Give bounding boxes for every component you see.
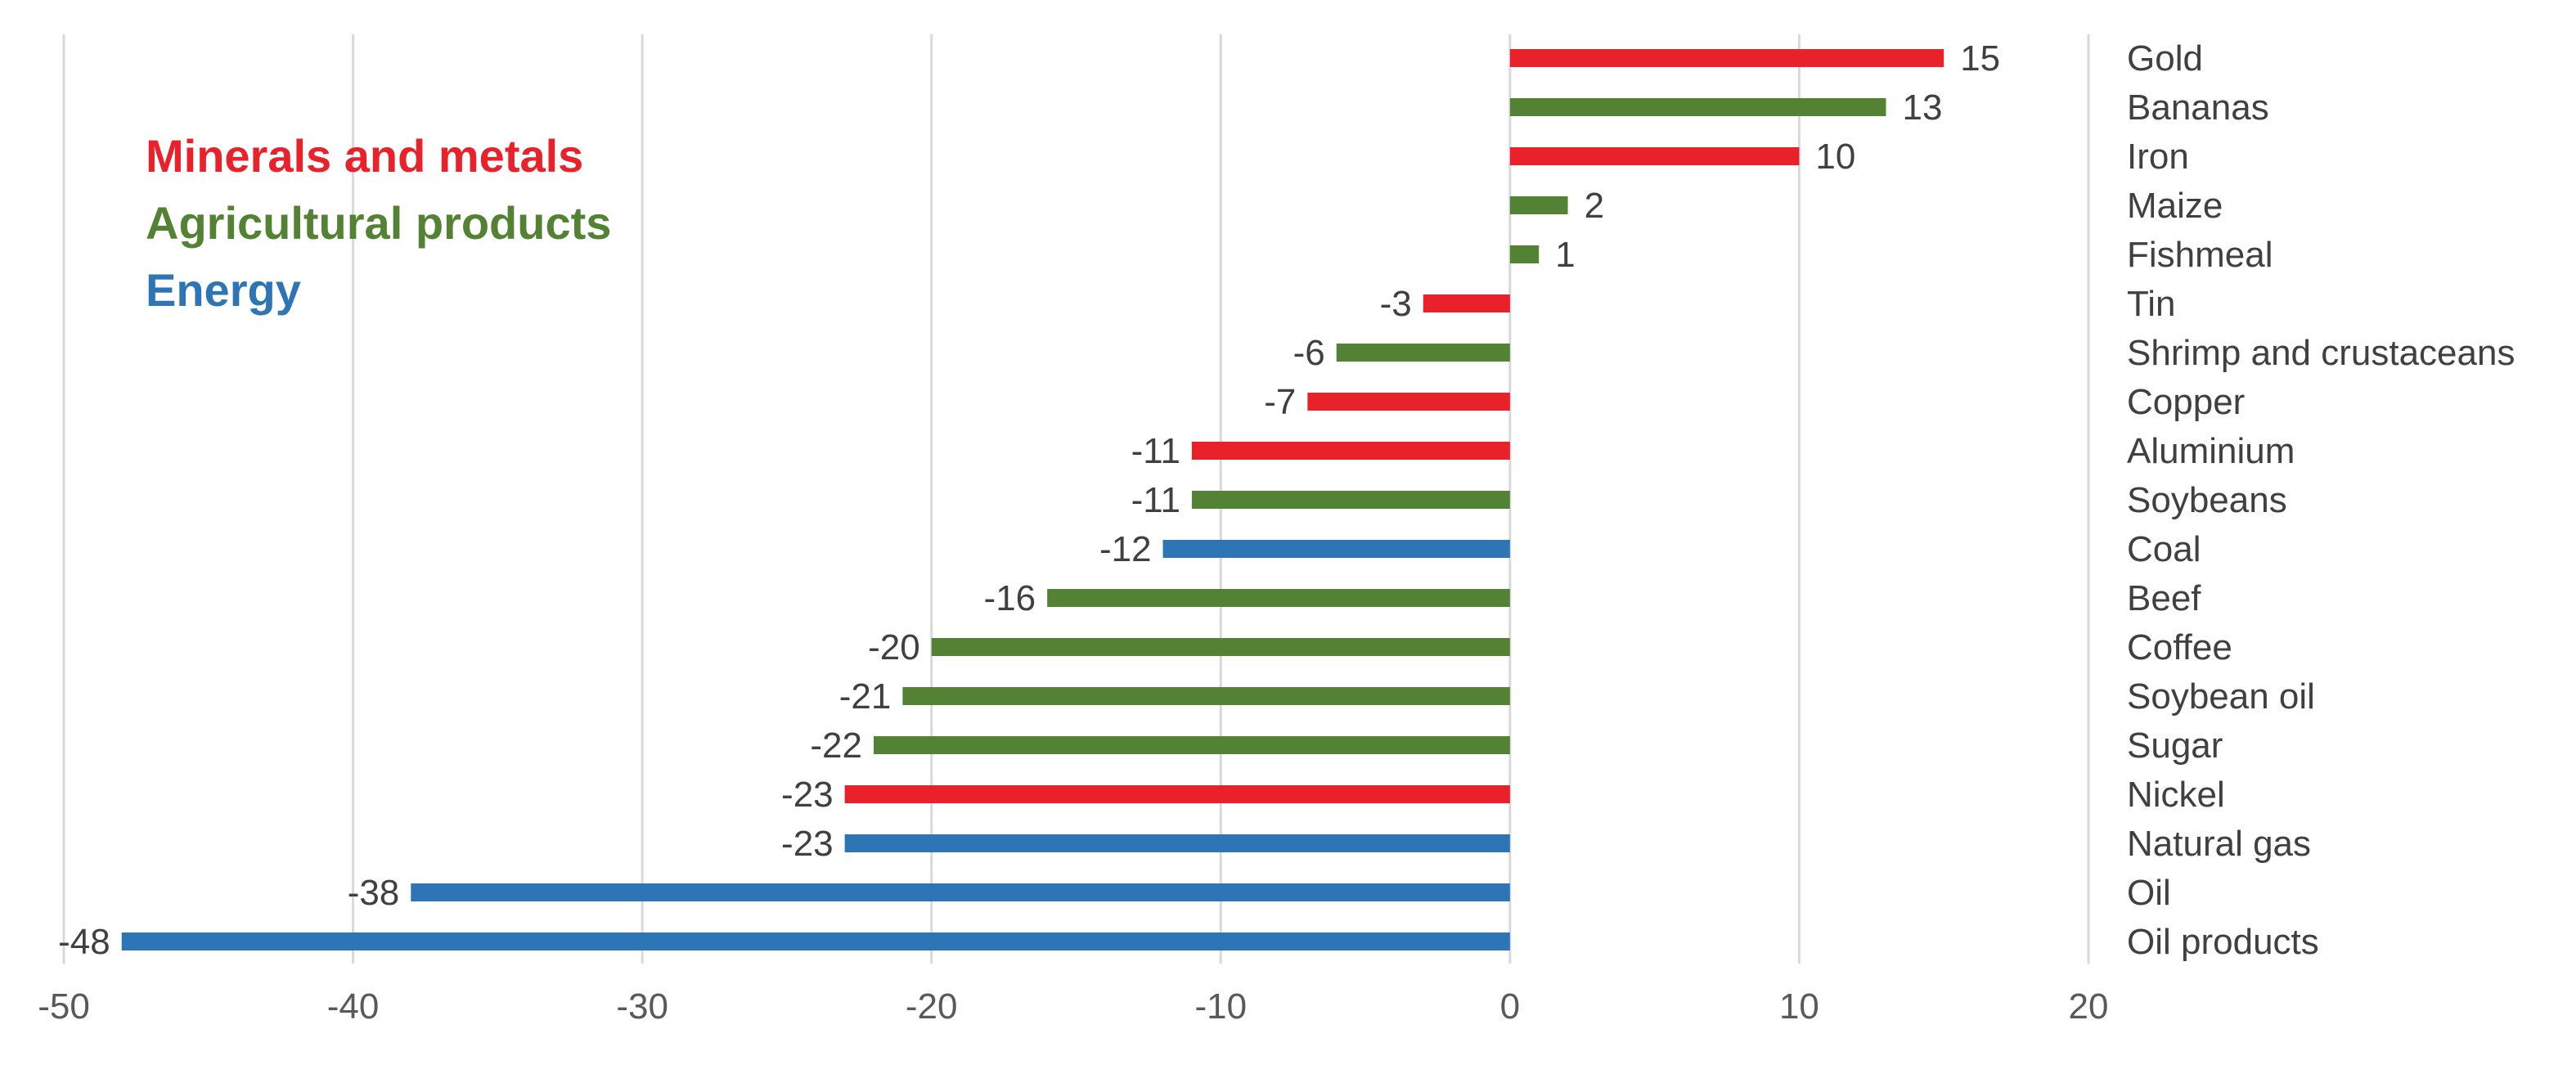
- category-label-gold: Gold: [2127, 38, 2203, 79]
- x-tick-label: -20: [906, 986, 958, 1027]
- bar-oil-products: [121, 932, 1510, 950]
- category-label-copper: Copper: [2127, 382, 2245, 422]
- value-label-aluminium: -11: [1131, 431, 1180, 471]
- category-label-fishmeal: Fishmeal: [2127, 235, 2273, 275]
- value-label-sugar: -22: [810, 726, 862, 766]
- bar-fishmeal: [1509, 245, 1540, 263]
- category-label-soybeans: Soybeans: [2127, 480, 2287, 520]
- value-label-coffee: -20: [868, 627, 920, 667]
- bar-soybean-oil: [902, 687, 1510, 705]
- category-label-shrimp-and-crustaceans: Shrimp and crustaceans: [2127, 333, 2515, 373]
- value-label-soybean-oil: -21: [839, 676, 892, 717]
- bar-aluminium: [1191, 442, 1510, 460]
- category-label-coal: Coal: [2127, 529, 2201, 569]
- legend-item-energy: Energy: [146, 264, 301, 316]
- bar-maize: [1509, 196, 1568, 214]
- value-label-natural-gas: -23: [781, 824, 834, 864]
- bar-beef: [1047, 589, 1510, 607]
- value-label-shrimp-and-crustaceans: -6: [1293, 333, 1325, 373]
- bar-iron: [1509, 147, 1800, 165]
- x-tick-label: -30: [616, 986, 668, 1027]
- bar-copper: [1307, 393, 1510, 411]
- value-label-copper: -7: [1264, 382, 1296, 422]
- legend: Minerals and metals Agricultural products…: [146, 130, 611, 316]
- value-labels: 15 13 10 21 -3 -6 -7 -11 -11 -12 -16 -20 -21 -22 -23 -2…: [58, 38, 2000, 962]
- category-label-nickel: Nickel: [2127, 775, 2225, 815]
- value-label-coal: -12: [1099, 529, 1152, 569]
- category-label-coffee: Coffee: [2127, 627, 2232, 667]
- category-label-oil: Oil: [2127, 873, 2171, 913]
- x-tick-label: -50: [38, 986, 90, 1027]
- category-label-maize: Maize: [2127, 186, 2223, 226]
- bar-natural-gas: [844, 834, 1510, 852]
- value-label-gold: 15: [1960, 38, 2000, 79]
- category-labels: Gold Bananas Iron Maize Fishmeal Tin Shrimp an…: [2127, 38, 2515, 962]
- value-label-tin: -3: [1380, 284, 1412, 324]
- x-axis-tick-labels: -50 -40 -30 -20 -10 0 10 20: [38, 986, 2108, 1027]
- value-label-nickel: -23: [781, 775, 834, 815]
- bar-nickel: [844, 785, 1510, 803]
- bar-coal: [1162, 540, 1510, 558]
- value-label-fishmeal: 1: [1555, 235, 1575, 275]
- category-label-soybean-oil: Soybean oil: [2127, 676, 2315, 717]
- legend-item-minerals: Minerals and metals: [146, 130, 583, 182]
- value-label-oil: -38: [348, 873, 400, 913]
- bar-oil: [411, 883, 1510, 901]
- value-label-soybeans: -11: [1131, 480, 1180, 520]
- x-tick-label: -10: [1194, 986, 1247, 1027]
- category-label-tin: Tin: [2127, 284, 2176, 324]
- x-tick-label: -40: [327, 986, 380, 1027]
- category-label-aluminium: Aluminium: [2127, 431, 2295, 471]
- x-tick-label: 0: [1500, 986, 1520, 1027]
- category-label-beef: Beef: [2127, 578, 2201, 618]
- value-label-bananas: 13: [1903, 88, 1943, 128]
- bar-tin: [1423, 294, 1510, 312]
- x-tick-label: 20: [2069, 986, 2109, 1027]
- value-label-beef: -16: [984, 578, 1036, 618]
- value-label-maize: 2: [1585, 186, 1604, 226]
- category-label-bananas: Bananas: [2127, 88, 2269, 128]
- bar-coffee: [931, 638, 1510, 656]
- value-label-iron: 10: [1815, 137, 1855, 177]
- category-label-iron: Iron: [2127, 137, 2189, 177]
- bar-sugar: [874, 736, 1510, 754]
- bar-shrimp-and-crustaceans: [1336, 344, 1510, 362]
- category-label-oil-products: Oil products: [2127, 922, 2319, 962]
- bars: [121, 49, 1944, 950]
- bar-bananas: [1509, 98, 1886, 116]
- legend-item-agricultural: Agricultural products: [146, 197, 611, 249]
- category-label-sugar: Sugar: [2127, 726, 2223, 766]
- x-tick-label: 10: [1779, 986, 1819, 1027]
- value-label-oil-products: -48: [58, 922, 110, 962]
- bar-soybeans: [1191, 491, 1510, 509]
- category-label-natural-gas: Natural gas: [2127, 824, 2311, 864]
- bar-gold: [1509, 49, 1944, 67]
